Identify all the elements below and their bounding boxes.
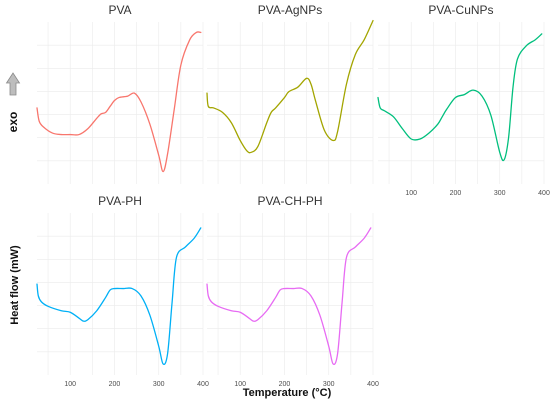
y-axis-title: Heat flow (mW) [9, 245, 21, 325]
series-line [36, 31, 202, 173]
panel-title: PVA-CH-PH [257, 194, 322, 208]
panel-0: PVA [36, 3, 204, 184]
x-axis-title: Temperature (°C) [243, 387, 332, 399]
x-tick-label: 200 [109, 381, 121, 388]
x-tick-label: 300 [323, 381, 335, 388]
x-tick-label: 200 [450, 190, 462, 197]
x-tick-label: 100 [234, 381, 246, 388]
series-line [36, 227, 202, 366]
x-tick-label: 300 [494, 190, 506, 197]
x-tick-label: 400 [197, 381, 209, 388]
up-arrow-icon [5, 72, 21, 96]
panel-title: PVA-CuNPs [428, 3, 493, 17]
panel-grid: PVA PVA-AgNPs PVA-CuNPs 100 200 300 400 PVA-PH 1… [36, 3, 550, 388]
series-line [206, 19, 374, 154]
x-tick-label: 100 [405, 190, 417, 197]
panel-title: PVA-AgNPs [258, 3, 322, 17]
panel-title: PVA [108, 3, 131, 17]
x-tick-label: 400 [367, 381, 379, 388]
panel-4: PVA-CH-PH 100 200 300 400 [206, 194, 379, 388]
x-tick-label: 300 [153, 381, 165, 388]
series-line [377, 33, 543, 162]
x-tick-label: 200 [279, 381, 291, 388]
x-tick-label: 400 [538, 190, 550, 197]
panel-1: PVA-AgNPs [206, 3, 374, 184]
series-line [206, 227, 372, 366]
exo-label: exo [6, 112, 20, 133]
panel-title: PVA-PH [98, 194, 142, 208]
panel-2: PVA-CuNPs 100 200 300 400 [377, 3, 550, 197]
panel-3: PVA-PH 100 200 300 400 [36, 194, 209, 388]
x-tick-label: 100 [64, 381, 76, 388]
